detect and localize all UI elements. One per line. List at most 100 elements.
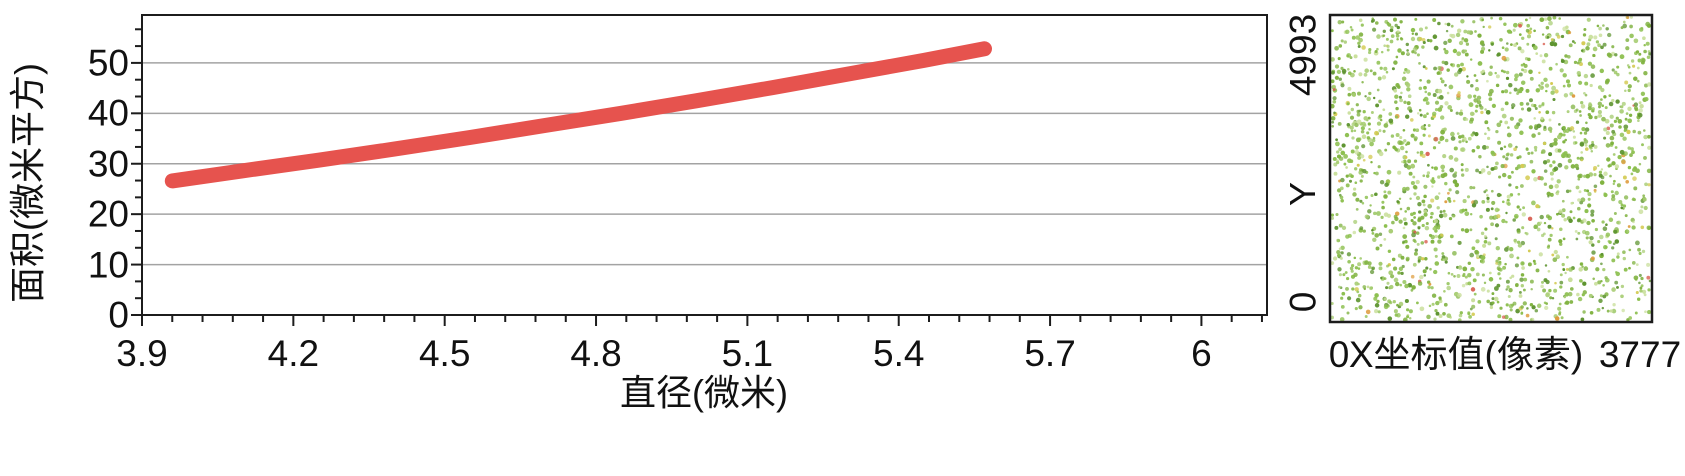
scatter-dot [1536,303,1542,309]
scatter-dot [1510,43,1513,46]
scatter-dot [1425,266,1429,270]
scatter-dot [1596,307,1601,312]
scatter-dot [1479,105,1484,110]
scatter-dot [1516,256,1520,260]
scatter-dot [1530,103,1535,107]
scatter-dot [1431,166,1434,169]
scatter-dot [1351,264,1355,268]
scatter-dot [1351,122,1356,127]
scatter-dot [1427,203,1433,209]
scatter-dot [1457,292,1462,298]
scatter-dot [1637,130,1642,135]
scatter-dot [1429,39,1433,43]
scatter-dot [1360,126,1365,131]
scatter-dot [1622,23,1628,29]
scatter-dot [1413,185,1418,190]
scatter-dot [1330,261,1335,265]
scatter-dot [1564,54,1568,58]
scatter-dot [1337,267,1342,272]
scatter-dot [1336,150,1340,154]
scatter-dot [1588,102,1592,106]
scatter-dot [1400,91,1403,95]
scatter-dot [1345,166,1348,169]
scatter-dot [1413,192,1417,196]
scatter-dot [1365,309,1371,315]
scatter-dot [1605,143,1611,148]
scatter-dot [1427,92,1432,96]
scatter-dot [1480,70,1484,74]
scatter-dot [1433,269,1438,275]
scatter-dot [1597,101,1603,107]
scatter-dot [1576,156,1580,160]
scatter-dot [1616,72,1620,77]
scatter-dot [1584,143,1588,147]
scatter-dot [1593,190,1597,194]
scatter-dot [1549,171,1554,176]
scatter-dot [1601,306,1605,310]
scatter-dot [1626,64,1630,67]
scatter-dot [1452,250,1457,256]
scatter-dot [1623,267,1628,272]
scatter-dot [1346,122,1351,127]
scatter-dot [1512,218,1516,222]
scatter-dot [1509,308,1513,312]
scatter-dot [1553,288,1558,293]
scatter-dot [1505,157,1509,161]
scatter-dot [1411,50,1415,54]
scatter-dot [1643,155,1647,160]
scatter-dot [1400,271,1404,276]
scatter-dot [1552,42,1558,47]
scatter-dot [1543,125,1547,129]
scatter-dot [1637,119,1640,122]
scatter-dot [1366,131,1370,135]
scatter-dot [1473,98,1479,103]
scatter-dot [1372,27,1377,32]
scatter-dot [1643,129,1646,132]
scatter-dot [1637,247,1641,252]
scatter-dot [1626,229,1630,233]
scatter-dot [1408,317,1412,320]
scatter-dot [1347,260,1351,264]
scatter-dot [1390,25,1394,30]
scatter-dot [1466,75,1469,78]
scatter-dot [1434,254,1438,258]
scatter-dot [1608,217,1614,223]
scatter-dot [1607,164,1611,168]
scatter-dot [1422,40,1426,45]
scatter-dot [1569,300,1574,304]
scatter-dot [1480,110,1484,115]
scatter-dot [1577,177,1581,181]
scatter-dot [1568,218,1573,224]
scatter-dot [1611,308,1617,314]
scatter-dot [1513,43,1517,47]
scatter-dot [1344,132,1350,138]
scatter-dot [1431,185,1434,188]
scatter-dot [1388,228,1394,234]
scatter-dot [1528,16,1532,20]
scatter-dot [1645,41,1650,46]
scatter-dot [1428,282,1432,286]
scatter-dot [1489,65,1493,69]
scatter-dot [1487,241,1492,246]
scatter-dot [1381,200,1385,204]
scatter-dot [1612,242,1616,246]
scatter-dot [1367,50,1372,55]
scatter-dot [1616,65,1620,69]
scatter-dot [1511,274,1515,278]
scatter-dot [1410,133,1415,138]
scatter-dot [1450,24,1454,28]
scatter-dot [1417,217,1422,222]
scatter-dot [1357,262,1362,267]
scatter-dot [1587,61,1593,66]
scatter-dot [1517,46,1522,51]
scatter-dot [1552,97,1556,102]
scatter-dot [1566,54,1571,59]
scatter-dot [1395,82,1400,88]
scatter-dot [1583,91,1586,95]
right-y-axis-title: Y [1282,181,1323,207]
scatter-dot [1638,101,1642,105]
scatter-dot [1602,267,1606,272]
scatter-dot [1602,42,1607,47]
scatter-dot [1410,218,1414,223]
scatter-dot [1610,141,1614,146]
